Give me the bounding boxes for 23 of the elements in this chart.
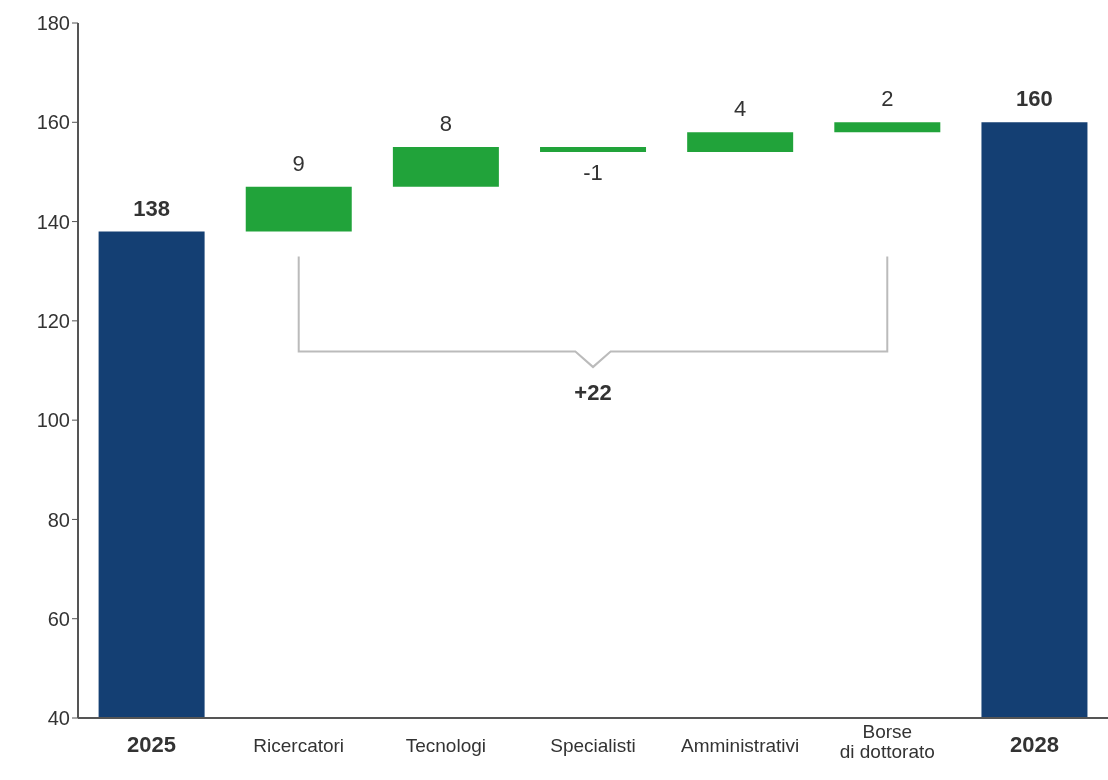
y-tick-label: 60 [47, 607, 70, 630]
x-tick-label: 2025 [127, 732, 177, 757]
data-label: 8 [439, 111, 453, 137]
data-label: 2 [881, 86, 894, 112]
y-tick-label: 40 [47, 707, 70, 730]
annotation: +22 [574, 379, 612, 405]
data-label: -1 [583, 160, 603, 186]
x-tick-label: 2028 [1009, 732, 1059, 757]
x-tick-label: Ricercatori [253, 735, 345, 756]
y-tick-label: 160 [36, 111, 70, 134]
x-tick-label: Specialisti [550, 735, 636, 756]
y-tick-label: 120 [36, 309, 70, 332]
x-tick-label: Borse di dottorato [839, 721, 935, 762]
y-tick-label: 100 [36, 409, 70, 432]
y-tick-label: 80 [47, 508, 70, 531]
x-tick-label: Tecnologi [405, 735, 486, 756]
data-label: 9 [292, 150, 305, 176]
data-label: 160 [1016, 86, 1053, 112]
y-tick-label: 140 [36, 210, 70, 233]
data-label: 4 [734, 96, 747, 122]
x-tick-label: Amministrativi [681, 735, 800, 756]
y-tick-label: 180 [36, 12, 70, 35]
data-label: 138 [133, 195, 170, 221]
